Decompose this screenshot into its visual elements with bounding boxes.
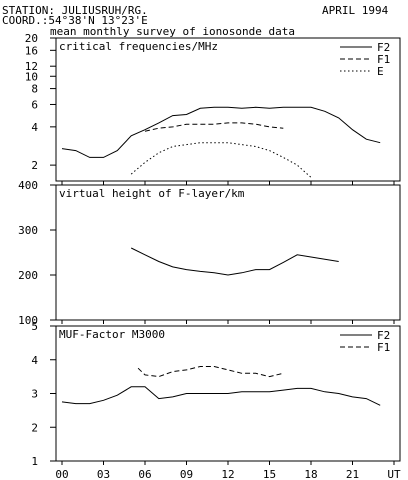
plot-frame (55, 184, 401, 321)
legend-label-f2: F2 (377, 41, 390, 54)
coord-label: COORD.:54°38'N 13°23'E (2, 14, 148, 27)
y-tick-label: 100 (18, 314, 38, 327)
date-label: APRIL 1994 (322, 4, 389, 17)
legend-label-f1: F1 (377, 53, 390, 66)
y-tick-label: 6 (31, 98, 38, 111)
series-line-f1 (137, 366, 284, 378)
x-tick-label: 18 (304, 468, 317, 480)
y-tick-label: 4 (31, 121, 38, 134)
y-tick-label: 2 (31, 159, 38, 172)
x-tick-label: UT (387, 468, 401, 480)
legend-label-e: E (377, 65, 384, 78)
y-tick-label: 2 (31, 421, 38, 434)
y-tick-label: 5 (31, 320, 38, 333)
y-tick-label: 400 (18, 179, 38, 192)
y-tick-label: 16 (25, 44, 38, 57)
series-line-height (130, 247, 339, 276)
series-line-f2 (61, 386, 381, 406)
legend-label-f1: F1 (377, 341, 390, 354)
x-tick-label: 00 (55, 468, 68, 480)
x-axis-ticks: 00 03 06 09 12 15 18 21 UT (55, 468, 401, 480)
y-tick-label: 20 (25, 32, 38, 45)
x-tick-label: 15 (263, 468, 276, 480)
y-tick-label: 1 (31, 455, 38, 468)
panel-title: critical frequencies/MHz (59, 40, 218, 53)
series-line-e (130, 142, 312, 178)
x-tick-label: 06 (138, 468, 151, 480)
subtitle-label: mean monthly survey of ionosonde data (50, 25, 295, 38)
y-tick-label: 300 (18, 224, 38, 237)
series-line-f1 (144, 122, 284, 132)
series-line-f2 (61, 106, 381, 158)
y-tick-label: 8 (31, 83, 38, 96)
y-tick-label: 10 (25, 70, 38, 83)
x-tick-label: 03 (97, 468, 110, 480)
y-tick-label: 3 (31, 388, 38, 401)
y-tick-label: 12 (25, 60, 38, 73)
virtual-height-panel: virtual height of F-layer/km 100 200 300 400 (18, 179, 401, 327)
station-label: STATION: JULIUSRUH/RG. (2, 4, 148, 17)
y-tick-label: 200 (18, 269, 38, 282)
panel-title: virtual height of F-layer/km (59, 187, 245, 200)
panel-title: MUF-Factor M3000 (59, 328, 165, 341)
x-tick-label: 12 (221, 468, 234, 480)
x-tick-label: 21 (346, 468, 359, 480)
legend-label-f2: F2 (377, 329, 390, 342)
y-tick-label: 4 (31, 354, 38, 367)
x-tick-label: 09 (180, 468, 193, 480)
